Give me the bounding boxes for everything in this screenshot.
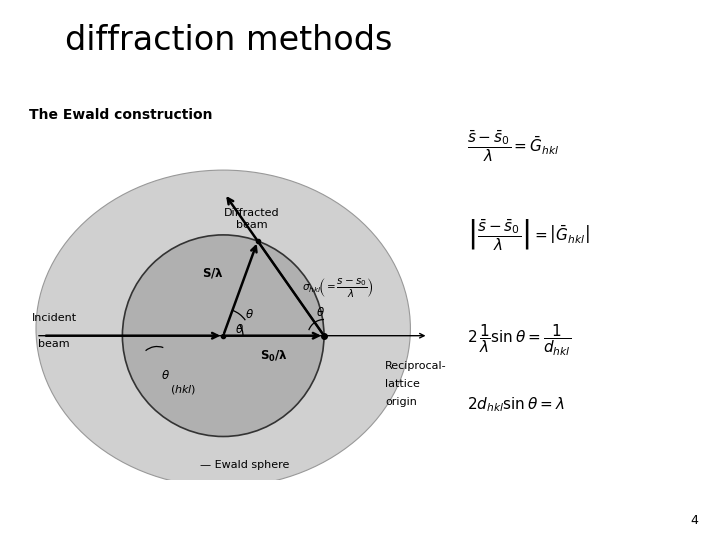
Text: $\theta$: $\theta$: [235, 323, 243, 336]
Text: — Ewald sphere: — Ewald sphere: [200, 460, 289, 470]
Text: Diffracted: Diffracted: [223, 208, 279, 218]
Text: Incident: Incident: [32, 313, 76, 323]
Text: $\left|\dfrac{\bar{s}-\bar{s}_0}{\lambda}\right| = \left|\bar{G}_{hkl}\right|$: $\left|\dfrac{\bar{s}-\bar{s}_0}{\lambda…: [467, 217, 589, 253]
Text: $2d_{hkl}\sin\theta = \lambda$: $2d_{hkl}\sin\theta = \lambda$: [467, 396, 564, 414]
Text: $(hkl)$: $(hkl)$: [171, 383, 197, 396]
Text: lattice: lattice: [385, 379, 420, 389]
Text: $\theta$: $\theta$: [161, 369, 170, 382]
Ellipse shape: [36, 170, 410, 487]
Text: 4: 4: [690, 514, 698, 526]
Text: $\theta$: $\theta$: [245, 308, 253, 321]
Text: $\sigma_{hkl}\!\left(=\dfrac{s-s_0}{\lambda}\right)$: $\sigma_{hkl}\!\left(=\dfrac{s-s_0}{\lam…: [302, 277, 374, 300]
Text: origin: origin: [385, 397, 417, 407]
Text: $2\,\dfrac{1}{\lambda}\sin\theta = \dfrac{1}{d_{hkl}}$: $2\,\dfrac{1}{\lambda}\sin\theta = \dfra…: [467, 322, 571, 358]
Text: $\mathbf{S/\lambda}$: $\mathbf{S/\lambda}$: [202, 266, 224, 280]
Text: The Ewald construction: The Ewald construction: [29, 108, 212, 122]
Text: beam: beam: [235, 220, 267, 231]
Text: $\mathbf{S_0/\lambda}$: $\mathbf{S_0/\lambda}$: [260, 349, 287, 364]
Text: $\theta$: $\theta$: [316, 306, 325, 319]
Text: $\dfrac{\bar{s}-\bar{s}_0}{\lambda} = \bar{G}_{hkl}$: $\dfrac{\bar{s}-\bar{s}_0}{\lambda} = \b…: [467, 128, 559, 164]
Text: diffraction methods: diffraction methods: [65, 24, 392, 57]
Text: Reciprocal-: Reciprocal-: [385, 361, 447, 371]
Text: beam: beam: [38, 339, 70, 349]
Circle shape: [122, 235, 324, 436]
